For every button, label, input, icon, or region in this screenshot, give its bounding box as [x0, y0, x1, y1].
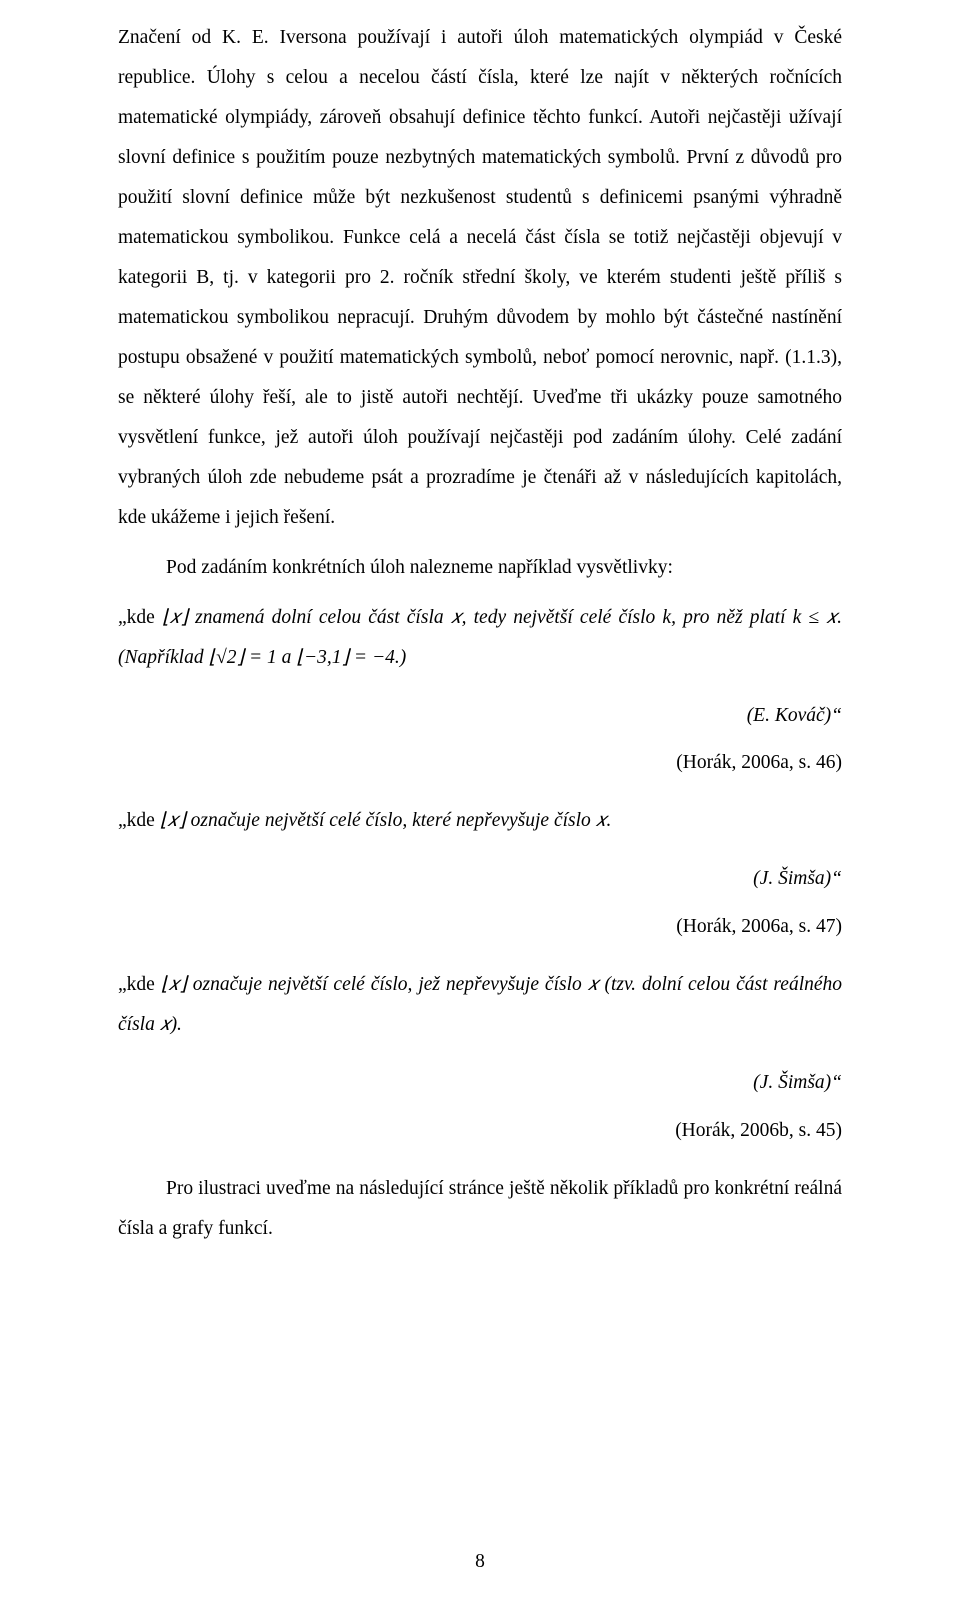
math-floor-x-2: ⌊𝑥⌋: [160, 810, 186, 831]
example-1-quote-open: „kde: [118, 607, 162, 628]
example-3-author: (J. Šimša)“: [118, 1063, 842, 1103]
example-1: „kde ⌊𝑥⌋ znamená dolní celou část čísla …: [118, 598, 842, 678]
example-1-text-b: a: [277, 647, 297, 668]
example-1-author: (E. Kováč)“: [118, 696, 842, 736]
page-number: 8: [0, 1542, 960, 1582]
example-2-text: označuje největší celé číslo, které nepř…: [186, 810, 612, 831]
example-1-text-c: .): [395, 647, 406, 668]
math-eq1: ⌊√2⌋ = 1: [208, 647, 276, 668]
example-3-quote-open: „kde: [118, 974, 161, 995]
example-3-text-a: označuje největší celé číslo, jež nepřev…: [187, 974, 636, 995]
math-floor-x-3: ⌊𝑥⌋: [161, 974, 187, 995]
body-paragraph-2: Pod zadáním konkrétních úloh nalezneme n…: [118, 548, 842, 588]
example-1-citation: (Horák, 2006a, s. 46): [118, 743, 842, 783]
math-floor-x: ⌊𝑥⌋: [162, 607, 188, 628]
example-2-citation: (Horák, 2006a, s. 47): [118, 907, 842, 947]
example-3: „kde ⌊𝑥⌋ označuje největší celé číslo, j…: [118, 965, 842, 1045]
document-page: Značení od K. E. Iversona používají i au…: [0, 0, 960, 1610]
example-2: „kde ⌊𝑥⌋ označuje největší celé číslo, k…: [118, 801, 842, 841]
math-eq2: ⌊−3,1⌋ = −4: [296, 647, 395, 668]
body-paragraph-1: Značení od K. E. Iversona používají i au…: [118, 18, 842, 538]
example-2-quote-open: „kde: [118, 810, 160, 831]
example-2-author: (J. Šimša)“: [118, 859, 842, 899]
example-3-citation: (Horák, 2006b, s. 45): [118, 1111, 842, 1151]
body-paragraph-last: Pro ilustraci uveďme na následující strá…: [118, 1169, 842, 1249]
